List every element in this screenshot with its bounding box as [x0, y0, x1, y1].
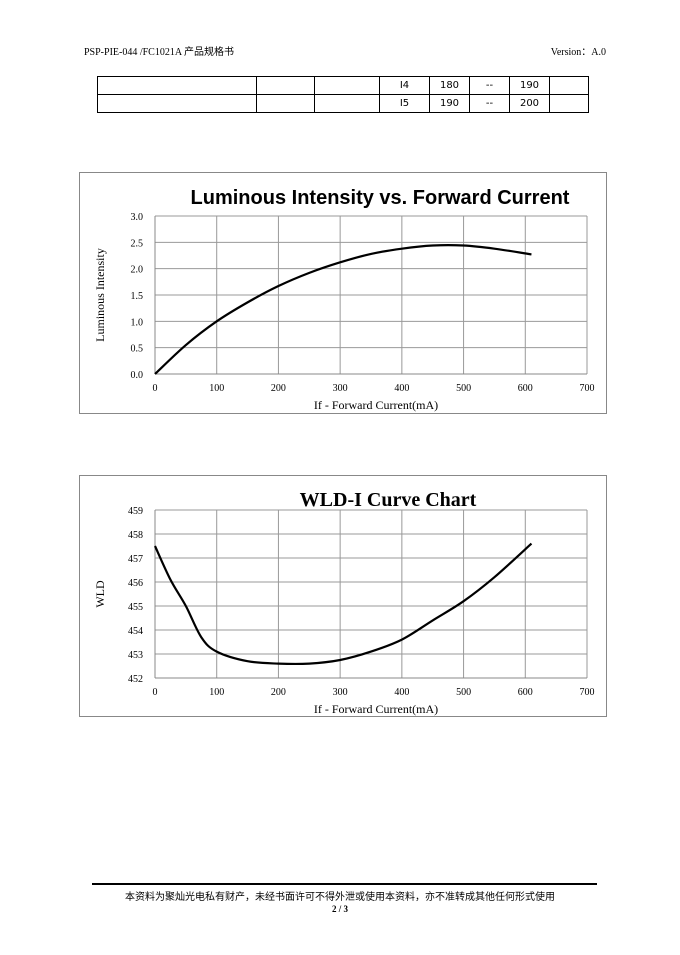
table-cell: [549, 76, 589, 95]
y-tick-label: 456: [128, 578, 143, 589]
table-cell: [97, 76, 257, 95]
x-tick-label: 400: [394, 687, 409, 698]
table-cell: 180: [429, 76, 470, 95]
x-tick-label: 700: [580, 383, 595, 394]
y-tick-label: 457: [128, 554, 143, 565]
x-tick-label: 100: [209, 383, 224, 394]
x-tick-label: 300: [333, 383, 348, 394]
x-tick-label: 100: [209, 687, 224, 698]
data-series-line: [154, 542, 533, 666]
chart-svg: 0.0 0.5 1.0 1.5 2.0 2.5 3.0 0 100 200 300 400 500 600…: [93, 187, 595, 412]
x-axis-label: If - Forward Current(mA): [314, 702, 438, 716]
y-tick-label: 1.0: [131, 317, 144, 328]
luminous-intensity-chart: 0.0 0.5 1.0 1.5 2.0 2.5 3.0 0 100 200 300 400 500 600…: [79, 172, 607, 414]
y-tick-label: 2.0: [131, 265, 144, 276]
table-row: I4 180 -- 190: [97, 76, 589, 95]
x-tick-label: 0: [153, 383, 158, 394]
x-axis-label: If - Forward Current(mA): [314, 398, 438, 412]
table-cell: [314, 76, 380, 95]
x-tick-label: 600: [518, 383, 533, 394]
table-cell: --: [469, 76, 510, 95]
y-tick-label: 0.5: [131, 344, 144, 355]
table-cell: 190: [429, 94, 470, 113]
footer-notice: 本资料为聚灿光电私有财产，未经书面许可不得外泄或使用本资料，亦不准转成其他任何形…: [125, 892, 555, 903]
table-cell: [549, 94, 589, 113]
chart-title: Luminous Intensity vs. Forward Current: [191, 187, 570, 209]
table-cell: [256, 94, 315, 113]
table-cell: [256, 76, 315, 95]
table-cell: I4: [379, 76, 430, 95]
y-tick-label: 3.0: [131, 212, 144, 223]
y-tick-label: 455: [128, 602, 143, 613]
y-tick-label: 2.5: [131, 238, 144, 249]
data-series-line: [154, 243, 532, 375]
table-cell: 190: [509, 76, 550, 95]
x-tick-label: 400: [394, 383, 409, 394]
x-tick-label: 300: [333, 687, 348, 698]
chart-title: WLD-I Curve Chart: [300, 489, 477, 511]
y-tick-label: 453: [128, 650, 143, 661]
chart-svg: 452 453 454 455 456 457 458 459 0 100 200 300 400 500…: [93, 489, 595, 716]
spec-table: I4 180 -- 190 I5 190 -- 200: [97, 76, 589, 113]
y-tick-label: 1.5: [131, 291, 144, 302]
version: Version：A.0: [550, 47, 606, 58]
y-tick-label: 458: [128, 530, 143, 541]
x-tick-label: 600: [518, 687, 533, 698]
page-number: 2 / 3: [331, 904, 348, 914]
y-axis-label: Luminous Intensity: [93, 248, 107, 342]
table-cell: --: [469, 94, 510, 113]
doc-id: PSP-PIE-044 /FC1021A 产品规格书: [84, 47, 235, 58]
y-tick-label: 454: [128, 626, 143, 637]
table-cell: I5: [379, 94, 430, 113]
x-tick-label: 500: [456, 383, 471, 394]
table-cell: [97, 94, 257, 113]
x-tick-label: 200: [271, 383, 286, 394]
table-cell: 200: [509, 94, 550, 113]
table-row: I5 190 -- 200: [97, 94, 589, 113]
y-tick-label: 0.0: [131, 370, 144, 381]
footer-divider: [92, 883, 597, 885]
x-tick-label: 200: [271, 687, 286, 698]
x-tick-label: 700: [580, 687, 595, 698]
y-axis-label: WLD: [93, 580, 107, 608]
wld-chart: 452 453 454 455 456 457 458 459 0 100 200 300 400 500…: [79, 475, 607, 717]
y-tick-label: 459: [128, 506, 143, 517]
x-tick-label: 0: [153, 687, 158, 698]
y-tick-label: 452: [128, 674, 143, 685]
x-tick-label: 500: [456, 687, 471, 698]
table-cell: [314, 94, 380, 113]
